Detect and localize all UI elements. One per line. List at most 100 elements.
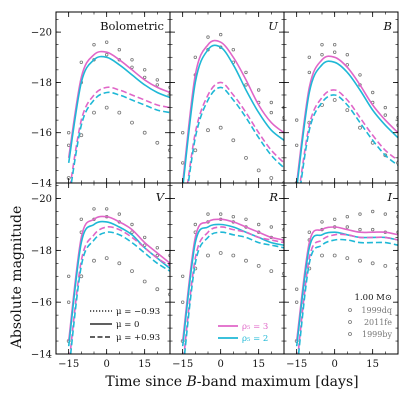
obs-2011fe-point: [371, 227, 375, 232]
obs-1999by-point: [282, 271, 284, 276]
obs-1999dq-point: [307, 230, 311, 234]
legend-density-label: ρ₅ = 2: [242, 334, 268, 344]
x-tick-label: 15: [138, 359, 151, 370]
model-rho2-dashed-line: [70, 91, 170, 183]
obs-1999dq-point: [180, 130, 185, 135]
obs-1999dq-point: [257, 222, 261, 227]
obs-2011fe-point: [155, 83, 159, 87]
model-rho2-dashed-line: [187, 86, 284, 183]
y-tick-label: −14: [31, 179, 52, 190]
obs-1999dq-point: [244, 217, 248, 221]
obs-1999dq-point: [104, 40, 109, 44]
obs-1999dq-point: [333, 217, 337, 221]
obs-2011fe-point: [295, 143, 299, 147]
model-rho3-dashed-line: [69, 86, 170, 183]
obs-1999by-point: [168, 292, 170, 297]
obs-1999dq-point: [231, 48, 235, 52]
obs-1999by-point: [332, 98, 337, 102]
obs-2011fe-point: [320, 53, 324, 57]
obs-2011fe-point: [92, 58, 96, 62]
legend-linestyle-label: μ = 0: [116, 320, 139, 330]
obs-1999by-point: [79, 133, 84, 138]
obs-1999by-point: [345, 108, 350, 112]
obs-2011fe-point: [180, 300, 185, 304]
obs-1999by-point: [396, 266, 398, 271]
obs-1999by-point: [231, 253, 236, 258]
obs-1999dq-point: [282, 227, 284, 232]
obs-1999by-point: [256, 263, 261, 268]
obs-1999by-point: [79, 274, 84, 279]
panel-plot-area: [294, 209, 398, 354]
obs-1999by-point: [92, 258, 96, 263]
panel-label: U: [268, 19, 278, 33]
obs-2011fe-point: [130, 65, 134, 69]
obs-1999dq-point: [117, 48, 121, 52]
obs-1999dq-point: [358, 73, 362, 77]
x-tick-label: 15: [252, 359, 265, 370]
obs-1999by-point: [370, 261, 375, 266]
obs-1999dq-point: [320, 220, 324, 224]
panel-plot-area: [66, 40, 170, 183]
obs-1999by-point: [358, 125, 362, 130]
obs-1999dq-point: [79, 217, 83, 221]
obs-1999dq-point: [320, 43, 324, 47]
obs-1999by-point: [142, 130, 147, 135]
model-rho3-dashed-line: [186, 81, 284, 183]
model-rho2-line: [182, 44, 284, 183]
x-tick-label: −15: [58, 359, 79, 370]
y-tick-label: −16: [31, 298, 52, 309]
obs-2011fe-point: [155, 253, 159, 258]
model-rho2-line: [181, 223, 284, 347]
obs-1999by-point: [383, 153, 388, 158]
obs-2011fe-point: [104, 53, 109, 57]
panel-b: B: [283, 11, 399, 184]
legend-linestyle-label: μ = −0.93: [116, 307, 160, 317]
obs-1999by-point: [383, 263, 388, 268]
obs-1999by-point: [142, 279, 147, 284]
obs-1999dq-point: [244, 70, 248, 75]
model-rho2-dashed-line: [183, 231, 284, 354]
obs-2011fe-point: [396, 123, 398, 127]
model-rho2-line: [296, 60, 398, 183]
obs-1999dq-point: [180, 274, 185, 278]
obs-1999dq-point: [396, 115, 398, 120]
obs-1999dq-point: [66, 130, 71, 135]
legend-density-label: ρ₅ = 3: [242, 322, 268, 332]
obs-1999by-point: [117, 261, 122, 266]
x-tick-label: 0: [331, 359, 337, 370]
y-tick-label: −18: [31, 246, 52, 257]
panel-plot-area: [180, 32, 284, 183]
obs-1999dq-point: [269, 225, 273, 229]
panel-frame: [55, 11, 171, 184]
panel-frame: [169, 11, 285, 184]
legend-obs-marker: [348, 332, 352, 336]
panel-plot-area: [294, 43, 398, 183]
y-tick-label: −16: [31, 128, 52, 139]
obs-1999by-point: [168, 148, 170, 153]
y-tick-label: −18: [31, 78, 52, 89]
model-rho2-dashed-line: [297, 238, 398, 354]
model-rho3-line: [181, 218, 284, 342]
obs-1999dq-point: [92, 207, 96, 211]
obs-1999dq-point: [79, 60, 83, 64]
y-tick-label: −20: [31, 28, 52, 39]
panel-label: I: [386, 190, 392, 204]
x-tick-label: 0: [103, 359, 109, 370]
obs-1999dq-point: [269, 100, 273, 105]
obs-2011fe-point: [295, 300, 299, 304]
obs-1999dq-point: [142, 68, 147, 72]
obs-1999by-point: [244, 155, 248, 160]
legend-obs-label: 2011fe: [364, 318, 392, 327]
model-rho2-dashed-line: [300, 94, 398, 183]
obs-2011fe-point: [142, 75, 147, 80]
obs-1999dq-point: [257, 88, 261, 92]
obs-1999dq-point: [92, 43, 96, 47]
model-rho2-dashed-line: [69, 231, 170, 354]
model-rho3-line: [67, 215, 170, 342]
obs-1999by-point: [396, 161, 398, 165]
model-rho3-line: [295, 55, 398, 183]
obs-1999by-point: [193, 148, 198, 153]
obs-1999by-point: [358, 258, 362, 263]
